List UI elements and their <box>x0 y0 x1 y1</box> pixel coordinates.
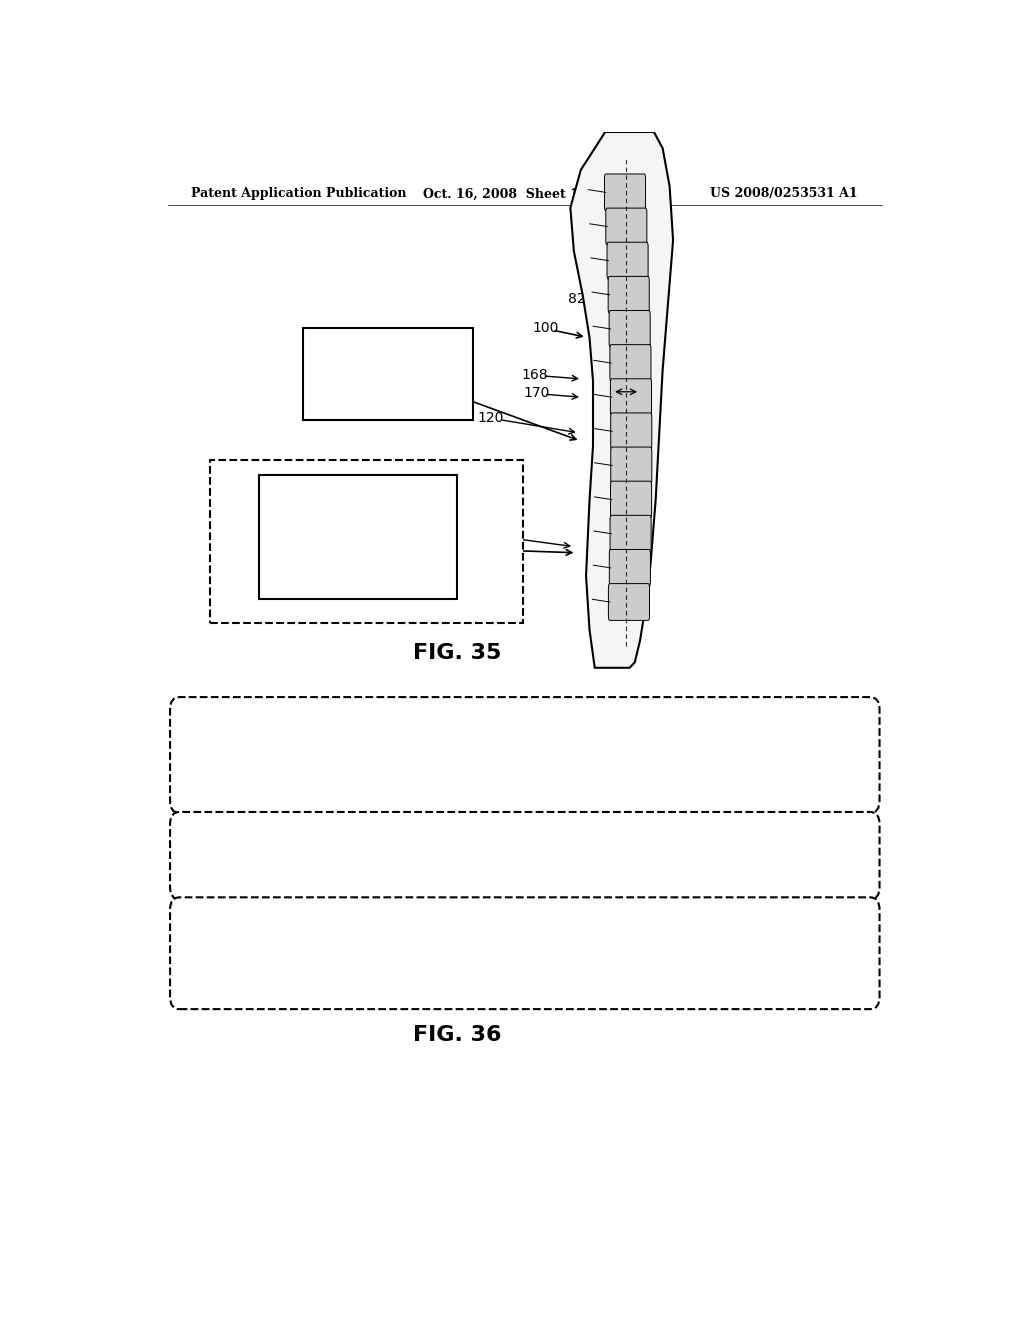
FancyBboxPatch shape <box>610 345 651 381</box>
Text: (e.g., scintillator): (e.g., scintillator) <box>301 540 415 553</box>
Text: receiving assembly 404: receiving assembly 404 <box>445 861 604 874</box>
FancyBboxPatch shape <box>604 174 645 211</box>
FancyBboxPatch shape <box>303 329 473 420</box>
FancyBboxPatch shape <box>609 310 650 347</box>
Text: 155: 155 <box>424 521 450 535</box>
Text: 168: 168 <box>521 368 548 381</box>
Text: receiving at least one scattered X-ray at an at least one Compton scattered X-ra: receiving at least one scattered X-ray a… <box>253 841 797 854</box>
Text: 151: 151 <box>456 585 481 598</box>
Text: response to the receiving the at least one scattered X-ray at the at least one C: response to the receiving the at least o… <box>236 942 814 956</box>
Text: Oct. 16, 2008  Sheet 18 of 40: Oct. 16, 2008 Sheet 18 of 40 <box>423 187 627 201</box>
Text: 82: 82 <box>568 292 586 306</box>
FancyBboxPatch shape <box>610 413 652 450</box>
Text: 122: 122 <box>477 528 504 541</box>
FancyBboxPatch shape <box>170 898 880 1008</box>
FancyBboxPatch shape <box>259 474 458 598</box>
FancyBboxPatch shape <box>170 697 880 813</box>
Text: 170: 170 <box>523 387 550 400</box>
Text: US 2008/0253531 A1: US 2008/0253531 A1 <box>711 187 858 201</box>
FancyBboxPatch shape <box>610 447 652 484</box>
Text: deriving at least one visualization, image, or provided information at least par: deriving at least one visualization, ima… <box>240 924 810 937</box>
FancyBboxPatch shape <box>609 549 650 586</box>
Text: X-ray receiving assembly: X-ray receiving assembly <box>318 585 490 598</box>
Text: scattered X-ray receiving assembly 406: scattered X-ray receiving assembly 406 <box>392 962 657 975</box>
Text: 100: 100 <box>532 321 559 335</box>
FancyBboxPatch shape <box>170 812 880 899</box>
Text: Compton scattered: Compton scattered <box>294 565 422 578</box>
Text: FIG. 36: FIG. 36 <box>413 1024 502 1044</box>
FancyBboxPatch shape <box>610 379 651 416</box>
Text: 150: 150 <box>420 378 446 391</box>
FancyBboxPatch shape <box>608 583 649 620</box>
FancyBboxPatch shape <box>607 243 648 279</box>
Text: applying at least one applied X-ray from an at least one  emitter portion toward: applying at least one applied X-ray from… <box>236 743 814 756</box>
Text: display portion: display portion <box>342 521 445 535</box>
Text: FIG. 35: FIG. 35 <box>413 643 502 664</box>
Text: combined detector/: combined detector/ <box>293 503 424 516</box>
Text: Patent Application Publication: Patent Application Publication <box>191 187 407 201</box>
Text: least some matter of an at least a portion of an individual  402: least some matter of an at least a porti… <box>315 764 734 776</box>
Text: 120: 120 <box>477 411 504 425</box>
FancyBboxPatch shape <box>608 276 649 313</box>
Text: portion: portion <box>370 378 424 391</box>
FancyBboxPatch shape <box>610 482 651 517</box>
FancyBboxPatch shape <box>606 209 647 246</box>
Text: emitter: emitter <box>362 355 414 368</box>
FancyBboxPatch shape <box>210 461 523 623</box>
FancyBboxPatch shape <box>610 515 651 552</box>
Polygon shape <box>570 132 673 668</box>
